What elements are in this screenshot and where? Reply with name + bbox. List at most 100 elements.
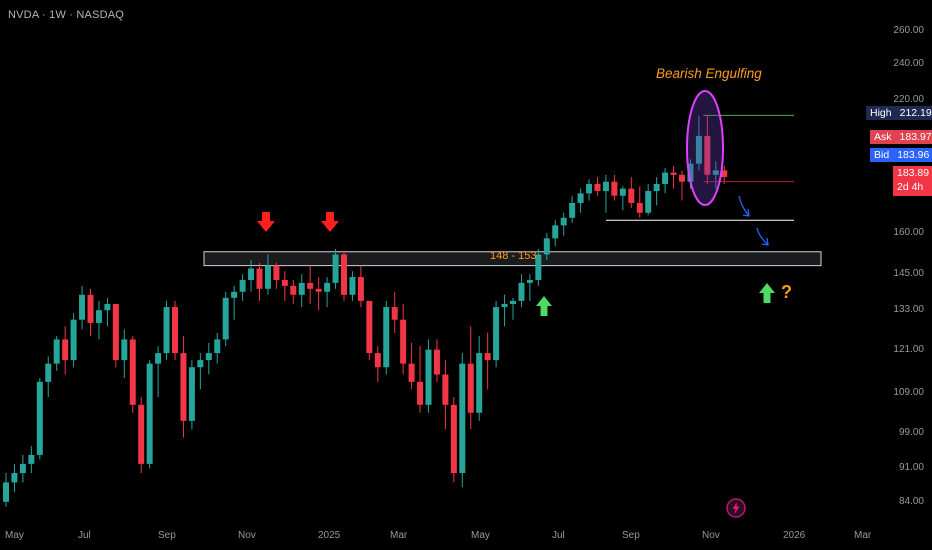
candle-body	[501, 303, 508, 308]
candle-body	[341, 254, 347, 295]
time-tick-label: May	[471, 530, 490, 541]
lightning-icon[interactable]	[725, 497, 747, 519]
candle-body	[619, 188, 626, 196]
candle-body	[180, 353, 187, 421]
candle-body	[628, 188, 635, 203]
time-tick-label: 2026	[783, 530, 806, 541]
candle-body	[662, 172, 669, 184]
candle-body	[408, 363, 415, 382]
candle-body	[400, 319, 407, 364]
price-tick-label: 145.00	[893, 268, 924, 280]
candle-body	[560, 217, 567, 226]
resistance-zone	[203, 251, 822, 267]
candle-body	[535, 254, 542, 280]
candle-body	[112, 303, 119, 361]
candle-body	[87, 294, 94, 323]
candle-body	[679, 174, 685, 182]
candle-body	[62, 339, 69, 361]
ask-label: Ask	[870, 130, 896, 144]
candle-body	[391, 307, 398, 320]
price-tick-label: 121.00	[893, 343, 924, 355]
candle-body	[239, 279, 246, 292]
candle-body	[586, 183, 593, 194]
candle-body	[205, 353, 212, 361]
candle-body	[526, 279, 533, 283]
green-up-arrow	[536, 296, 552, 316]
candle-body	[442, 374, 449, 405]
last-price-tag: 183.89 2d 4h	[893, 166, 932, 196]
candle-body	[493, 307, 500, 361]
time-tick-label: Mar	[854, 530, 872, 541]
candle-body	[695, 135, 702, 164]
candle-body	[222, 297, 229, 340]
candle-body	[146, 363, 153, 464]
candle-body	[138, 404, 145, 464]
time-tick-label: Sep	[158, 530, 176, 541]
candle-body	[214, 339, 221, 354]
candle-body	[28, 454, 35, 464]
bid-value: 183.96	[893, 148, 932, 162]
candle-body	[290, 285, 297, 295]
blue-projection-arrow-head	[742, 208, 750, 217]
candle-body	[484, 353, 491, 361]
ask-value: 183.97	[895, 130, 932, 144]
candle-body	[256, 268, 263, 289]
price-tick-label: 99.00	[898, 427, 924, 439]
candle-body	[45, 363, 52, 382]
green-up-arrow	[759, 283, 775, 303]
price-tick-label: 91.00	[898, 462, 924, 474]
time-tick-label: Jul	[552, 530, 565, 541]
zone-label: 148 - 153	[490, 250, 537, 262]
time-tick-label: Nov	[702, 530, 720, 541]
candle-body	[248, 268, 255, 280]
candle-body	[721, 170, 728, 178]
candle-body	[476, 353, 483, 413]
candle-body	[611, 181, 618, 196]
candle-body	[273, 265, 280, 280]
price-tick-label: 109.00	[893, 387, 924, 399]
pattern-label: Bearish Engulfing	[656, 66, 762, 81]
candle-body	[155, 353, 162, 364]
candle-body	[425, 349, 432, 405]
pattern-ellipse	[686, 90, 724, 206]
candle-body	[188, 367, 195, 421]
candle-body	[636, 202, 643, 213]
price-tick-label: 240.00	[893, 58, 924, 70]
candle-body	[653, 183, 660, 192]
time-tick-label: Mar	[390, 530, 408, 541]
high-label: High	[866, 106, 896, 120]
ask-price-tag: Ask 183.97	[870, 130, 932, 144]
candle-body	[332, 254, 339, 283]
candle-body	[315, 288, 322, 292]
candle-body	[298, 282, 305, 295]
time-tick-label: 2025	[318, 530, 341, 541]
candle-body	[70, 319, 77, 361]
candle-body	[467, 363, 474, 413]
time-tick-label: Jul	[78, 530, 91, 541]
candle-body	[374, 353, 381, 368]
time-tick-label: Sep	[622, 530, 640, 541]
price-tick-label: 84.00	[898, 495, 924, 507]
candle-body	[3, 482, 9, 502]
candle-body	[231, 291, 238, 298]
candle-body	[510, 300, 516, 304]
candle-body	[602, 181, 609, 192]
candle-body	[459, 363, 466, 474]
candle-body	[95, 310, 102, 323]
question-mark: ?	[781, 282, 792, 302]
time-tick-label: May	[5, 530, 24, 541]
candle-body	[129, 339, 136, 405]
red-down-arrow	[321, 212, 339, 232]
candle-body	[417, 381, 424, 405]
candle-body	[594, 183, 601, 192]
candle-body	[687, 163, 694, 182]
candle-body	[19, 463, 26, 474]
candle-body	[518, 282, 525, 301]
candle-body	[281, 279, 288, 286]
candle-body	[704, 135, 711, 175]
candle-body	[552, 225, 559, 239]
candle-body	[712, 170, 719, 175]
last-value: 183.89	[897, 167, 930, 179]
